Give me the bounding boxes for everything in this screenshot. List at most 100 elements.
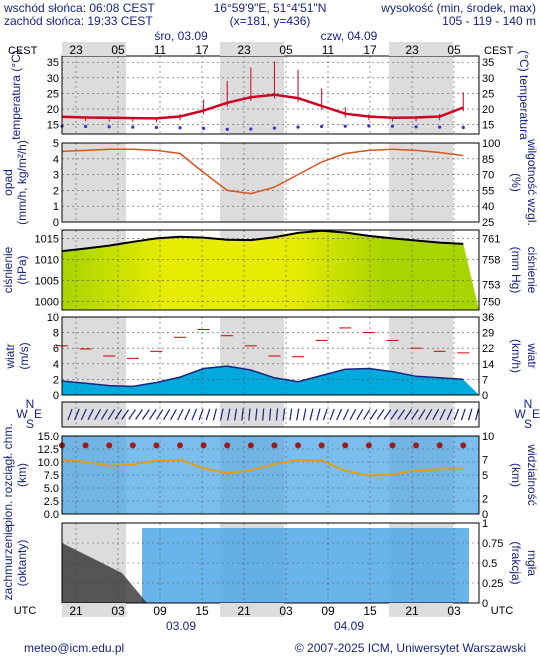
day-label-wed: śro, 03.09	[154, 29, 208, 43]
wind-ytick-right: 0	[482, 390, 488, 402]
top-night-band	[389, 42, 453, 56]
temp-ytick-left: 35	[47, 57, 59, 69]
cloud-ylabel-left: zachmurzenie	[1, 525, 15, 600]
wind-ytick-right: 22	[482, 343, 494, 355]
pressure-ytick-right: 758	[482, 254, 500, 266]
vis-ytick-left: 0.0	[44, 509, 59, 521]
footer: meteo@icm.edu.pl © 2007-2025 ICM, Uniwer…	[24, 641, 526, 655]
wind-direction-arrow	[397, 409, 406, 420]
wind-direction-arrow	[170, 409, 177, 420]
compass-w: W	[16, 407, 28, 421]
visibility-line	[61, 458, 464, 477]
hour-tick-top: 05	[447, 43, 461, 57]
hour-tick-top: 11	[322, 43, 335, 57]
night-band	[62, 143, 126, 222]
wind-direction-arrow	[446, 408, 453, 421]
cloud-top-dot	[224, 442, 231, 449]
wind-ylabel-right: wiatr	[525, 342, 539, 368]
wind-direction-arrow	[289, 408, 293, 421]
pressure-ytick-right: 761	[482, 233, 500, 245]
timezone-top: CEST	[8, 45, 38, 57]
hour-tick-top: 05	[279, 43, 293, 57]
cloud-top-dot	[460, 442, 467, 449]
wind-direction-arrow	[296, 408, 300, 421]
cloud-top-dot	[389, 442, 396, 449]
dewpoint-point	[225, 127, 229, 131]
wind-ytick-left: 6	[53, 343, 59, 355]
dewpoint-point	[249, 127, 253, 131]
wind-direction-arrow	[100, 409, 109, 420]
wind-direction-arrow	[376, 409, 385, 420]
compass-e: E	[532, 407, 540, 421]
dewpoint-point	[131, 125, 135, 129]
vis-ytick-left: 10.0	[38, 457, 59, 469]
wind-direction-arrow	[453, 408, 460, 421]
wind-direction-arrow	[425, 409, 433, 420]
dewpoint-point	[202, 126, 206, 130]
wind-direction-arrow	[184, 408, 191, 421]
wind-direction-arrow	[439, 408, 446, 421]
sunrise-text: wschód słońca: 06:08 CEST	[3, 1, 155, 15]
wind-direction-arrow	[241, 408, 244, 421]
wind-speed-area	[62, 366, 479, 395]
bottom-hour-bands: 21 03 09 15 21 03 09 15 21 03	[62, 603, 461, 618]
cloud-top-dot	[365, 442, 372, 449]
panel-border	[61, 401, 480, 428]
wind-direction-arrow	[475, 408, 480, 421]
wind-direction-arrow	[114, 409, 123, 420]
prec-ytick-left: 0	[53, 217, 59, 229]
prec-ytick-left: 2	[53, 185, 59, 197]
hour-tick-top: 23	[405, 43, 419, 57]
wind-ytick-left: 2	[53, 374, 59, 386]
vis-ytick-right: 0	[482, 509, 488, 521]
hour-tick-top: 05	[111, 43, 125, 57]
wind-direction-arrow	[432, 408, 440, 421]
temp-ytick-right: 25	[482, 88, 494, 100]
wind-ytick-right: 36	[482, 312, 494, 324]
cloud-top-dot	[436, 442, 443, 449]
precipitation-panel: 0 1 2 3 4 5 25 40 55 70 85 100 opad (mm/h, kg/m²/h) (%…	[1, 138, 539, 229]
wind-direction-arrow	[418, 409, 426, 420]
cloud-top-dot	[177, 442, 184, 449]
humidity-line	[61, 148, 464, 195]
wind-direction-arrow	[329, 408, 335, 421]
wind-direction-arrow	[80, 408, 87, 421]
night-band	[62, 402, 126, 427]
cloud-top-dot	[342, 442, 349, 449]
wind-direction-arrow	[67, 408, 73, 421]
wind-direction-arrow	[198, 408, 204, 421]
wind-ylabel-left: wiatr	[3, 343, 17, 369]
night-band	[62, 56, 126, 134]
hour-tick-bottom: 21	[237, 604, 251, 618]
contact-email[interactable]: meteo@icm.edu.pl	[24, 641, 124, 655]
pressure-ytick-right: 750	[482, 297, 500, 309]
cloud-ylabel-units: (oktanty)	[15, 540, 29, 587]
hour-tick-bottom: 09	[153, 604, 167, 618]
pressure-area	[62, 230, 479, 310]
pressure-ylabel-left: ciśnienie	[1, 246, 15, 293]
pressure-ylabel-units-right: (mm Hg)	[509, 247, 523, 294]
temp-ytick-left: 30	[47, 73, 59, 85]
prec-ytick-left: 4	[53, 154, 59, 166]
wind-direction-arrow	[255, 408, 258, 421]
wind-direction-arrow	[135, 409, 143, 420]
fog-ytick-right: 0	[482, 598, 488, 610]
dewpoint-point	[107, 125, 111, 129]
wind-direction-arrow	[336, 408, 343, 421]
compass-icon: NW ES	[514, 397, 540, 431]
hour-tick-top: 17	[363, 43, 377, 57]
wind-direction-arrow	[369, 409, 378, 420]
dewpoint-point	[296, 125, 300, 129]
day-label-bottom-0904: 04.09	[334, 619, 364, 633]
panel-border	[61, 229, 480, 311]
top-time-axis: CEST CEST śro, 03.09 czw, 04.09	[8, 29, 514, 57]
wind-direction-arrow	[107, 409, 116, 420]
wind-direction-arrow	[404, 409, 412, 420]
temp-ylabel-right: (°C) temperatura	[517, 50, 531, 140]
wind-direction-arrow	[356, 409, 364, 420]
bottom-night-band	[220, 603, 284, 617]
wind-direction-arrow	[74, 408, 80, 421]
visibility-sky	[62, 436, 479, 514]
humidity-ylabel-right: wilgotność wzgl.	[525, 138, 539, 226]
